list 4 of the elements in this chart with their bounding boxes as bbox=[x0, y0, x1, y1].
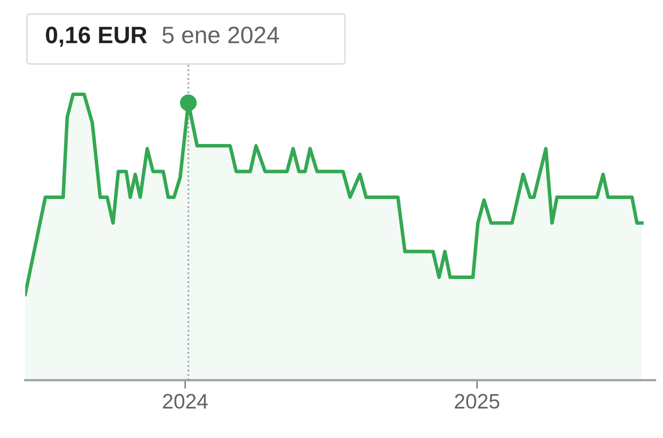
x-tick-label: 2025 bbox=[454, 394, 500, 409]
annotation: 0,16 EUR bbox=[46, 26, 147, 47]
text: 5 ene 2024 bbox=[162, 26, 279, 44]
x-tick-label: 2024 bbox=[163, 394, 208, 409]
